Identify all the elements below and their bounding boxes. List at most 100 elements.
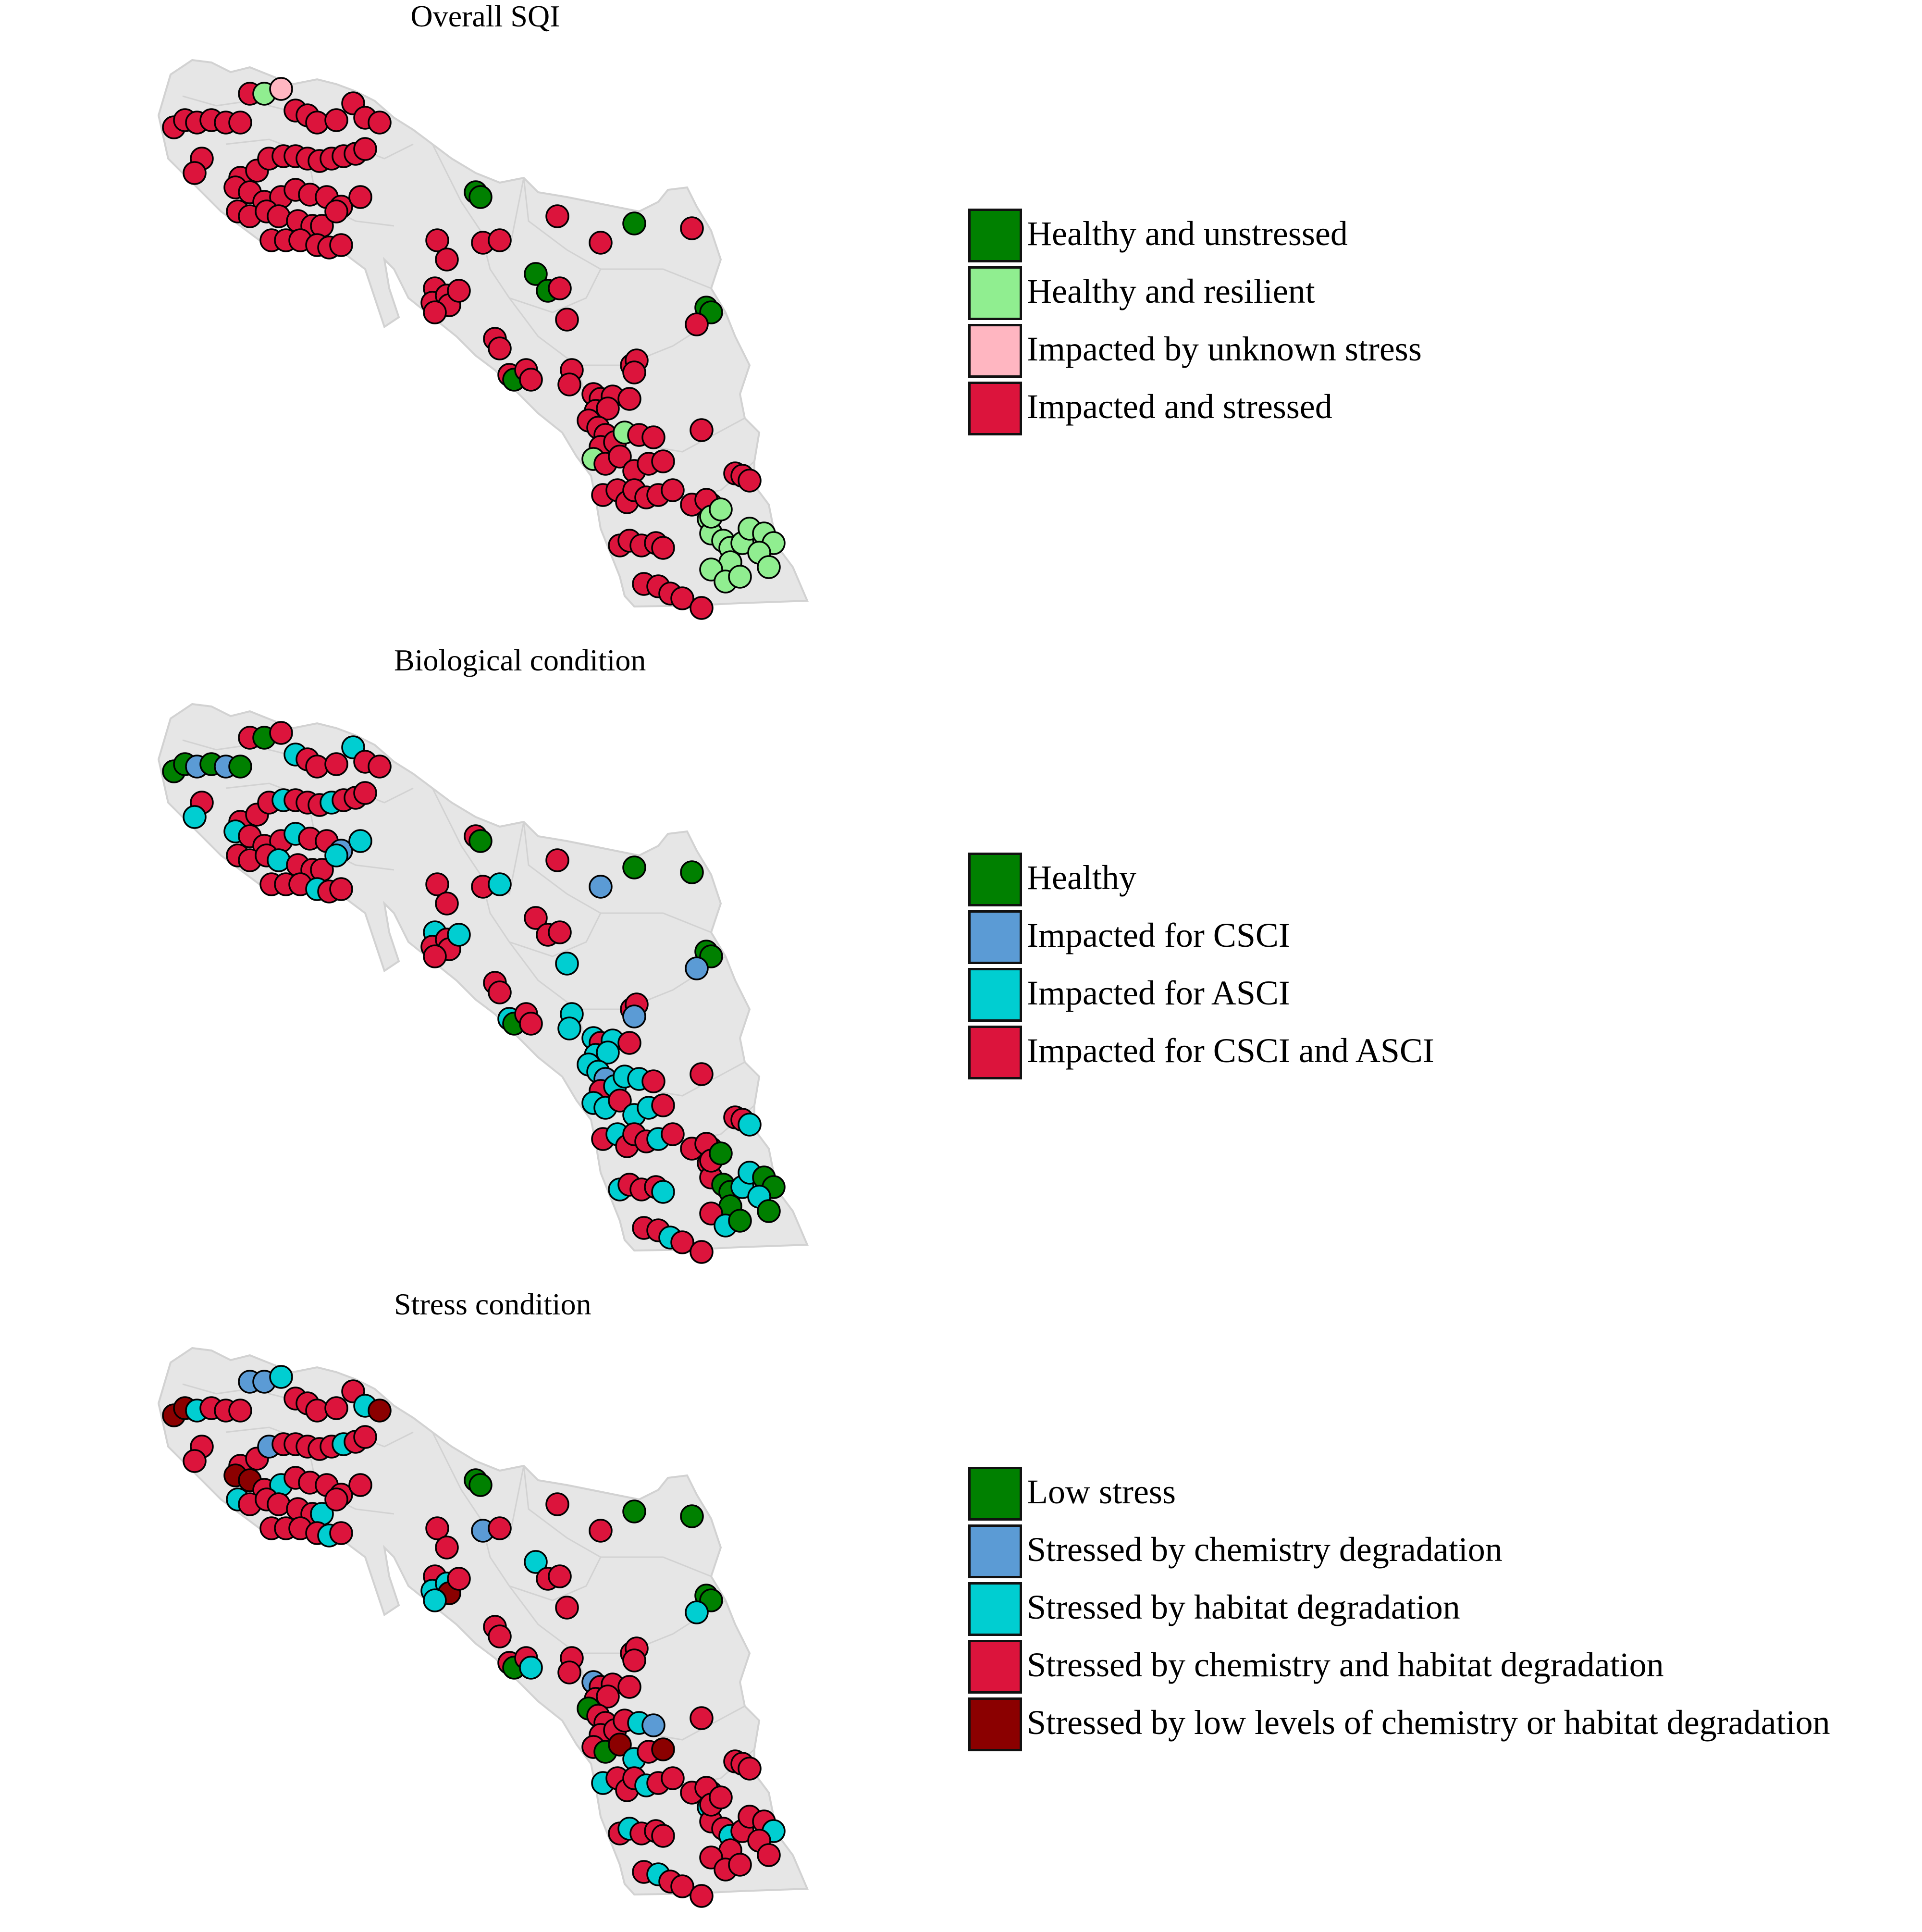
site-point <box>608 445 632 469</box>
site-point <box>524 262 548 286</box>
legend-swatch <box>968 382 1022 435</box>
site-point <box>617 1031 641 1055</box>
site-point <box>353 1425 377 1449</box>
site-point <box>608 1089 632 1113</box>
watershed-boundary <box>182 95 289 111</box>
site-point <box>685 956 709 980</box>
legend-swatch <box>968 1697 1022 1751</box>
site-point <box>353 137 377 161</box>
site-point <box>545 204 569 228</box>
site-point <box>324 108 348 132</box>
legend-label: Healthy and resilient <box>1027 272 1315 310</box>
site-point <box>488 1624 512 1648</box>
site-point <box>641 1069 665 1093</box>
site-point <box>555 308 579 332</box>
site-point <box>488 872 512 896</box>
site-point <box>557 1016 581 1040</box>
site-point <box>651 1180 675 1204</box>
site-point <box>622 855 646 879</box>
legend-label: Stressed by low levels of chemistry or h… <box>1027 1703 1830 1742</box>
site-point <box>353 781 377 805</box>
site-point <box>641 1713 665 1737</box>
legend-label: Healthy <box>1027 858 1136 897</box>
watershed-boundary <box>182 1383 289 1399</box>
site-point <box>728 1209 752 1233</box>
watershed-boundary <box>523 177 712 289</box>
site-point <box>651 449 675 473</box>
site-point <box>690 418 714 442</box>
site-point <box>324 199 348 223</box>
watershed-boundary <box>508 297 726 366</box>
site-point <box>183 1449 207 1473</box>
legend-label: Impacted and stressed <box>1027 387 1332 426</box>
site-map <box>157 703 809 1264</box>
site-point <box>324 843 348 867</box>
site-point <box>596 1684 620 1709</box>
legend-swatch <box>968 853 1022 906</box>
site-point <box>228 755 252 779</box>
site-point <box>680 216 704 240</box>
site-point <box>709 497 733 521</box>
site-point <box>368 111 392 135</box>
site-point <box>651 536 675 560</box>
legend-label: Stressed by chemistry and habitat degrad… <box>1027 1646 1664 1684</box>
watershed-boundary <box>480 1518 602 1601</box>
legend-swatch <box>968 1467 1022 1521</box>
site-point <box>183 805 207 829</box>
site-point <box>488 980 512 1004</box>
legend-swatch <box>968 910 1022 964</box>
site-point <box>423 944 447 968</box>
site-point <box>622 1648 646 1672</box>
site-point <box>435 248 459 272</box>
site-point <box>425 872 449 896</box>
site-point <box>329 1521 353 1545</box>
site-point <box>423 1588 447 1612</box>
site-point <box>690 1062 714 1086</box>
site-point <box>269 1365 293 1389</box>
site-point <box>329 877 353 901</box>
legend-swatch <box>968 1640 1022 1694</box>
site-point <box>468 829 493 853</box>
site-point <box>468 1473 493 1497</box>
site-point <box>589 1519 613 1543</box>
site-point <box>348 185 372 209</box>
site-point <box>690 1706 714 1730</box>
site-point <box>651 1737 675 1761</box>
site-point <box>728 565 752 589</box>
site-point <box>670 1230 694 1254</box>
site-point <box>661 1122 685 1146</box>
legend-swatch <box>968 324 1022 378</box>
site-point <box>468 185 493 209</box>
site-point <box>608 1733 632 1757</box>
site-point <box>348 829 372 853</box>
site-point <box>661 478 685 502</box>
site-point <box>329 233 353 257</box>
site-point <box>368 755 392 779</box>
site-point <box>425 1516 449 1540</box>
site-point <box>651 1824 675 1848</box>
site-point <box>685 312 709 336</box>
site-point <box>738 469 762 493</box>
site-point <box>519 368 543 392</box>
legend-label: Stressed by chemistry degradation <box>1027 1530 1503 1569</box>
site-point <box>423 300 447 324</box>
panel-title: Overall SQI <box>410 0 560 33</box>
watershed-boundary <box>523 821 712 933</box>
site-point <box>596 396 620 421</box>
site-point <box>596 1040 620 1065</box>
legend-swatch <box>968 1524 1022 1578</box>
legend-label: Healthy and unstressed <box>1027 214 1348 253</box>
site-point <box>728 1853 752 1877</box>
site-point <box>690 1884 714 1908</box>
site-point <box>670 1874 694 1898</box>
legend-label: Impacted for CSCI <box>1027 916 1290 954</box>
site-point <box>435 1536 459 1560</box>
site-point <box>519 1656 543 1680</box>
site-point <box>622 360 646 384</box>
site-point <box>757 1843 781 1867</box>
site-point <box>324 1396 348 1420</box>
site-map <box>157 1347 809 1908</box>
legend-swatch <box>968 968 1022 1022</box>
site-point <box>488 228 512 252</box>
site-point <box>524 906 548 930</box>
